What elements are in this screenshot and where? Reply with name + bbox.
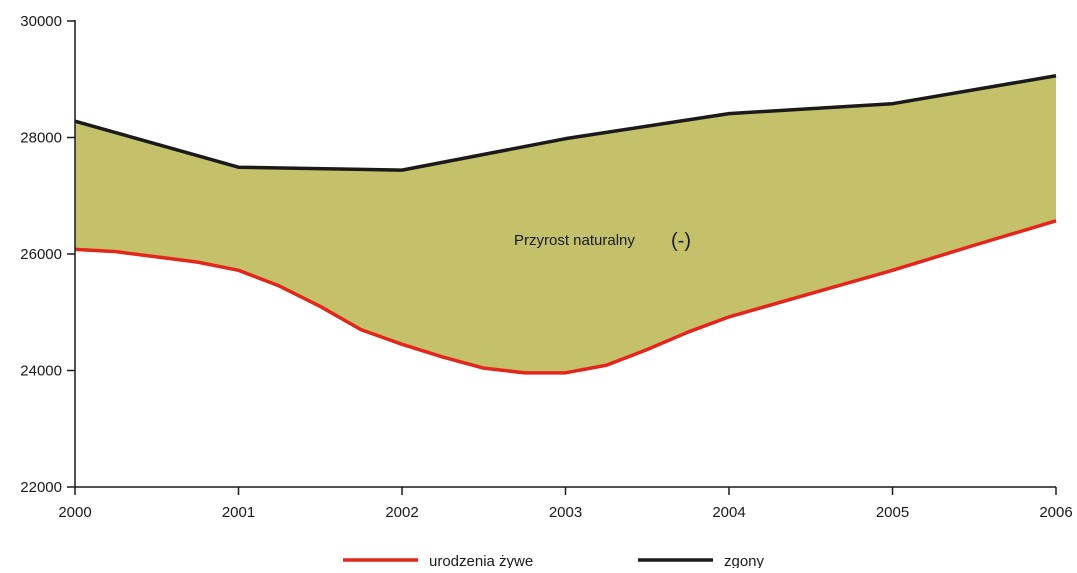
x-tick-label: 2003 [549,504,582,521]
x-tick-label: 2002 [385,504,418,521]
area-annotation-sign: (-) [671,230,691,252]
area-layer [75,75,1056,373]
series-lines [74,74,1057,375]
y-tick-label: 26000 [20,246,62,263]
x-tick-label: 2001 [222,504,255,521]
y-tick-label: 24000 [20,363,62,380]
series-line-0 [74,219,1057,375]
y-tick-label: 30000 [20,13,62,30]
legend-label-1: zgony [724,553,765,568]
legend: urodzenia żywe zgony [343,553,765,570]
annotations: Przyrost naturalny (-) [514,230,691,252]
x-tick-label: 2004 [712,504,745,521]
legend-label-0: urodzenia żywe [429,553,533,568]
series-line-1 [74,74,1057,172]
y-tick-label: 28000 [20,130,62,147]
x-tick-label: 2000 [58,504,91,521]
area-annotation-label: Przyrost naturalny [514,232,635,249]
natural-increase-area [75,75,1056,373]
x-tick-label: 2006 [1039,504,1072,521]
axes [67,20,1057,495]
y-tick-label: 22000 [20,479,62,496]
tick-labels: 22000 24000 26000 28000 30000 2000 2001 2002 200… [20,13,1072,521]
x-tick-label: 2005 [876,504,909,521]
